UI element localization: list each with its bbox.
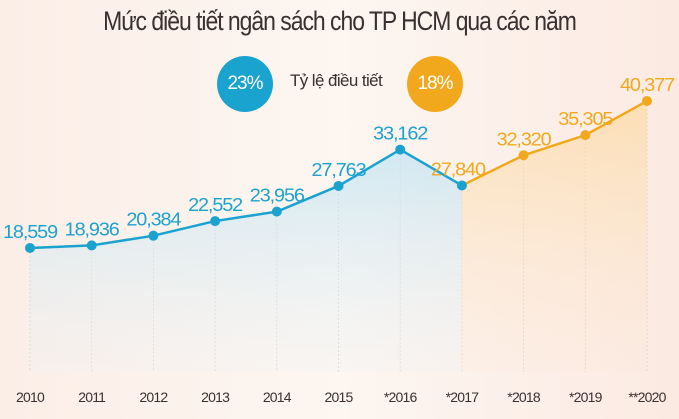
data-point: [271, 206, 282, 217]
x-tick-label: 2013: [201, 389, 230, 405]
data-label: 27,763: [312, 160, 367, 180]
legend-circle-18: 18%: [407, 56, 463, 112]
series-area-1: [461, 100, 647, 372]
data-point: [210, 216, 221, 227]
data-label: 23,956: [250, 186, 305, 206]
x-tick-label: 2012: [139, 389, 168, 405]
x-tick-label: 2014: [263, 389, 292, 405]
legend-label: Tỷ lệ điều tiết: [290, 71, 383, 90]
data-point: [148, 230, 159, 241]
data-label: 18,936: [65, 219, 120, 239]
data-label: 22,552: [188, 195, 243, 215]
data-label: 40,377: [620, 75, 675, 95]
data-point: [86, 240, 97, 251]
x-tick-label: **2020: [628, 389, 666, 405]
data-point: [580, 130, 591, 141]
data-label: 33,162: [373, 124, 428, 144]
data-label: 27,840: [431, 159, 486, 179]
data-point: [395, 144, 406, 155]
series-area-0: [30, 149, 462, 372]
legend-circle-23: 23%: [217, 56, 273, 112]
x-tick-label: *2018: [507, 389, 541, 405]
data-label: 20,384: [126, 210, 181, 230]
data-point: [25, 242, 35, 253]
x-tick-label: *2019: [569, 389, 603, 405]
x-tick-label: 2010: [16, 389, 45, 405]
data-point: [333, 180, 344, 191]
x-tick-label: 2015: [325, 389, 354, 405]
x-tick-label: *2016: [384, 389, 418, 405]
data-point: [456, 180, 467, 191]
legend: 23% Tỷ lệ điều tiết 18%: [0, 56, 679, 112]
series-line-1: [461, 99, 648, 187]
data-label: 35,305: [558, 109, 613, 129]
x-tick-label: *2017: [446, 389, 480, 405]
data-point: [642, 95, 652, 106]
chart-title: Mức điều tiết ngân sách cho TP HCM qua c…: [103, 6, 577, 36]
series-line-0: [29, 148, 463, 250]
x-tick-label: 2011: [78, 389, 106, 405]
data-label: 32,320: [497, 129, 552, 149]
data-label: 18,559: [3, 222, 58, 242]
data-point: [518, 150, 529, 161]
